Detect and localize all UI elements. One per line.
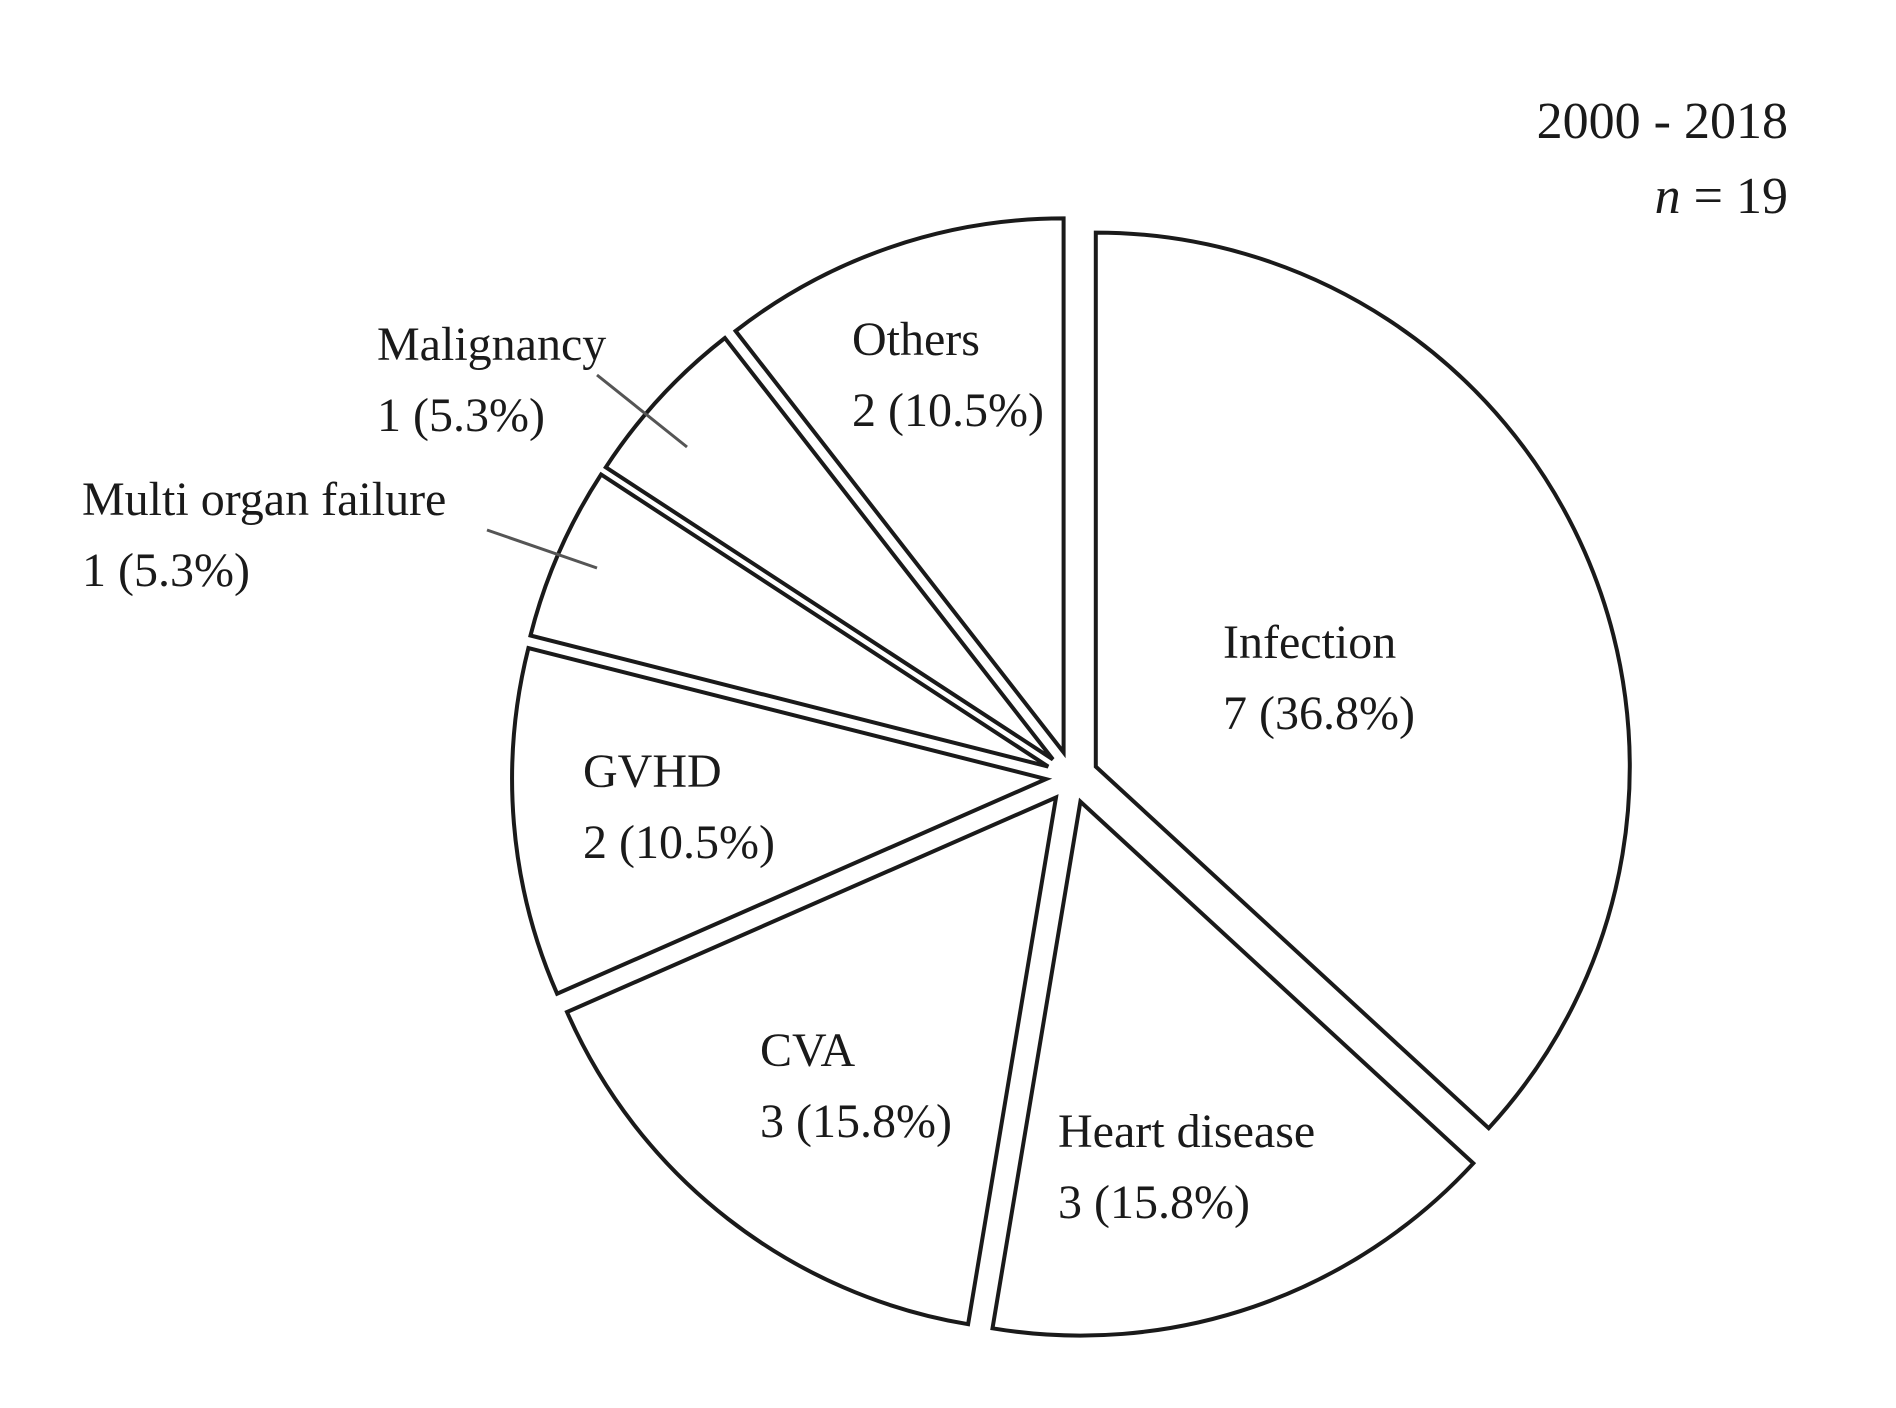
slice-label-heart-disease: Heart disease [1058, 1105, 1315, 1158]
slice-value-malignancy: 1 (5.3%) [377, 389, 545, 442]
slice-value-infection: 7 (36.8%) [1223, 687, 1415, 740]
slice-value-others: 2 (10.5%) [852, 384, 1044, 437]
slice-label-infection: Infection [1223, 616, 1396, 669]
chart-period-text: 2000 - 2018 [1536, 93, 1788, 150]
sample-size-value: = 19 [1680, 168, 1788, 225]
leader-line-multi-organ-failure [486, 528, 598, 570]
chart-period-label: 2000 - 2018 [1537, 84, 1788, 159]
pie-slice-malignancy [603, 335, 1055, 762]
pie-slice-cva [564, 794, 1059, 1327]
pie-slice-multi-organ-failure [528, 471, 1050, 769]
slice-value-gvhd: 2 (10.5%) [583, 816, 775, 869]
slice-label-multi-organ-failure: Multi organ failure [82, 473, 446, 526]
pie-slice-gvhd [510, 645, 1053, 997]
slice-value-multi-organ-failure: 1 (5.3%) [82, 544, 250, 597]
slice-value-cva: 3 (15.8%) [760, 1095, 952, 1148]
leader-line-malignancy [596, 373, 688, 449]
pie-slice-infection [1093, 230, 1632, 1132]
slice-label-gvhd: GVHD [583, 745, 722, 798]
pie-slice-others [732, 216, 1066, 759]
sample-size-n-symbol: n [1654, 168, 1681, 225]
slice-label-malignancy: Malignancy [377, 318, 606, 371]
slice-label-cva: CVA [760, 1024, 855, 1077]
pie-slice-heart-disease [990, 797, 1477, 1338]
chart-title-block: 2000 - 2018 n = 19 [1537, 84, 1788, 234]
slice-value-heart-disease: 3 (15.8%) [1058, 1176, 1250, 1229]
chart-sample-size-label: n = 19 [1537, 159, 1788, 234]
slice-label-others: Others [852, 313, 980, 366]
